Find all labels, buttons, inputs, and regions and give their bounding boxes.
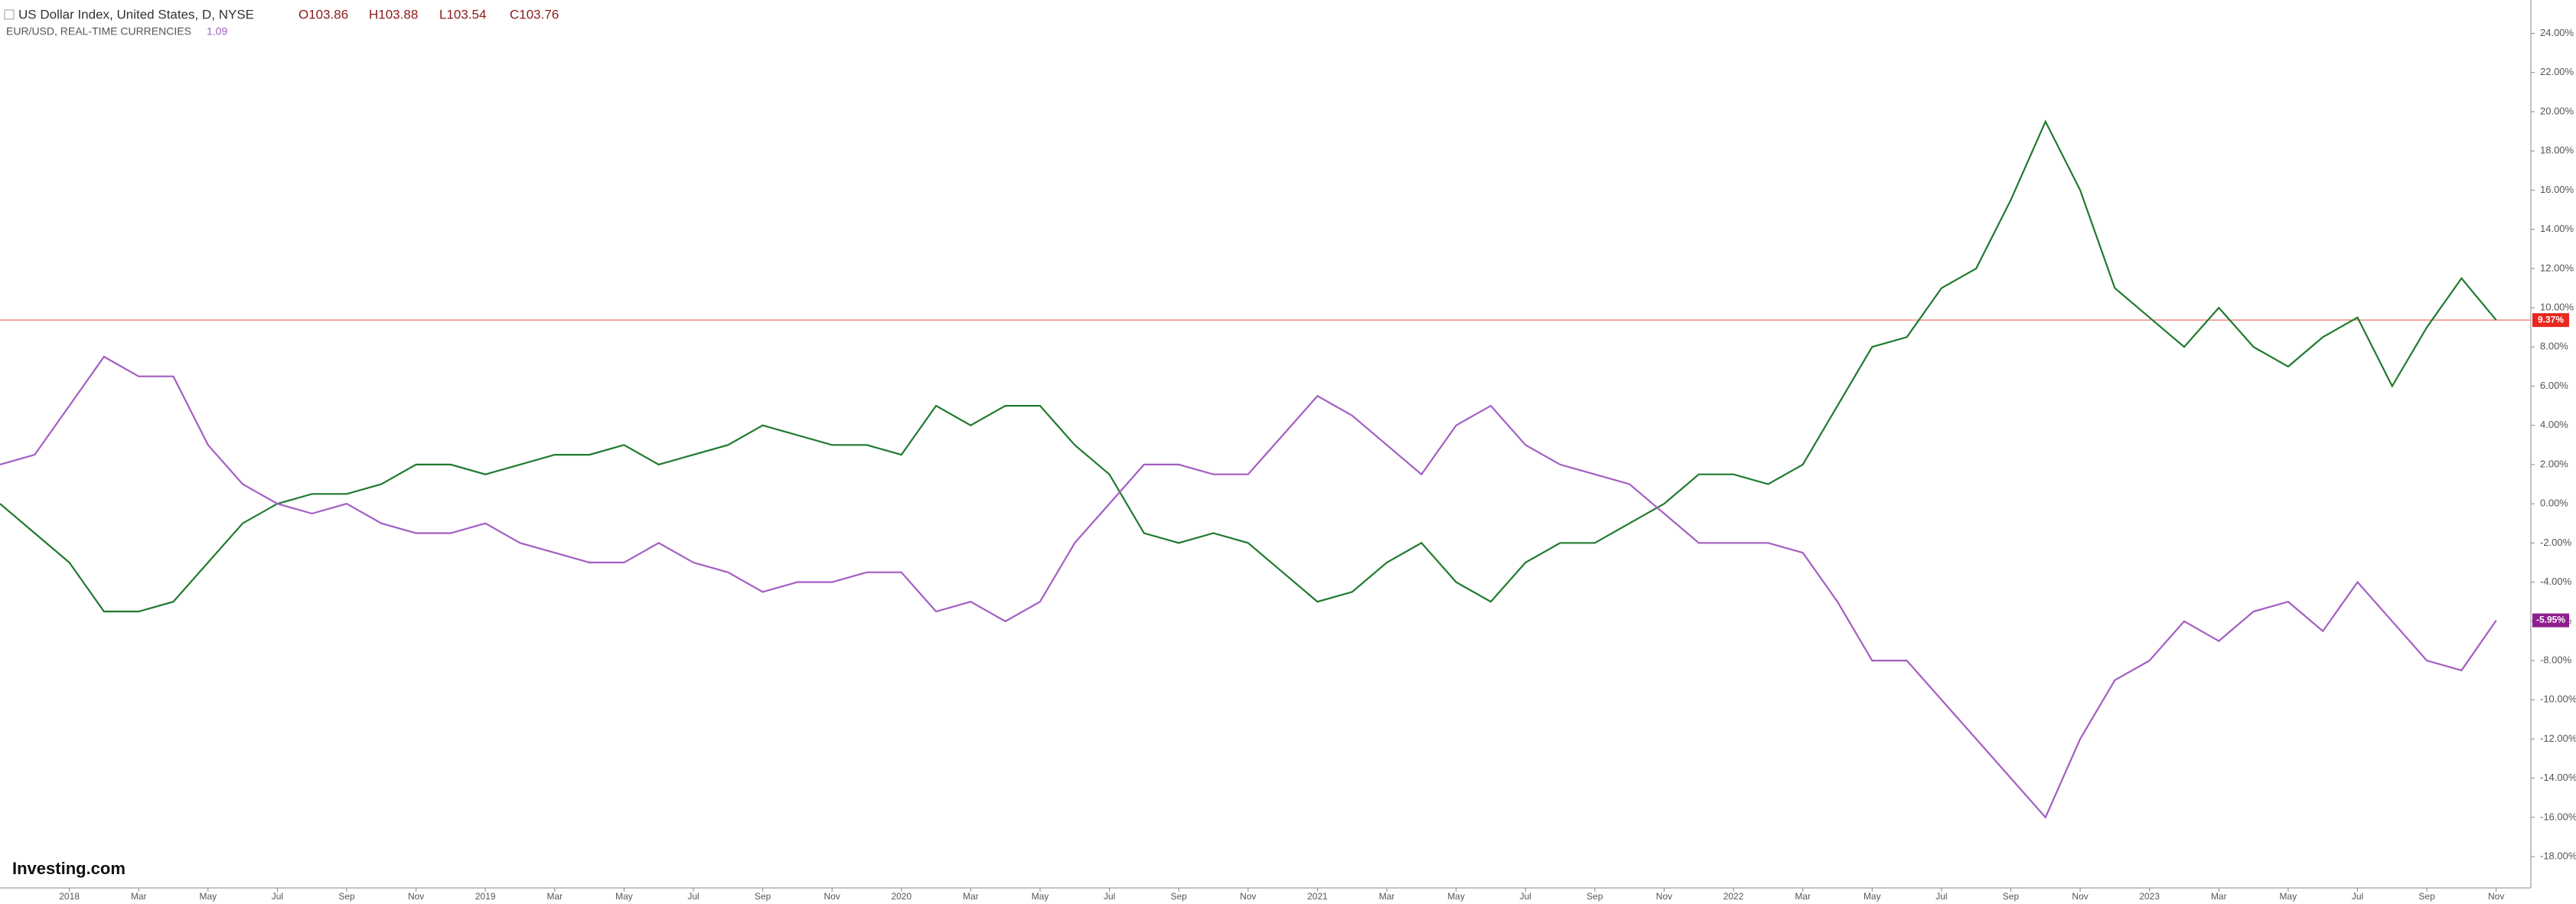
x-tick-label: Nov [1656, 891, 1672, 902]
y-tick-label: -10.00% [2540, 694, 2576, 705]
y-tick-label: -12.00% [2540, 733, 2576, 744]
x-tick-label: Sep [1586, 891, 1603, 902]
y-tick-label: 0.00% [2540, 498, 2568, 509]
x-tick-label: Mar [1795, 891, 1811, 902]
x-tick-label: Mar [131, 891, 147, 902]
y-tick-label: -4.00% [2540, 576, 2572, 587]
last-value-badge [2532, 313, 2569, 328]
last-value-badge [2532, 613, 2569, 628]
y-tick-label: 8.00% [2540, 341, 2568, 352]
x-tick-label: Nov [824, 891, 840, 902]
x-tick-label: Jul [1104, 891, 1115, 902]
x-tick-label: Jul [1935, 891, 1947, 902]
x-tick-label: 2021 [1307, 891, 1328, 902]
x-tick-label: Jul [272, 891, 283, 902]
x-tick-label: Sep [338, 891, 355, 902]
x-tick-label: Mar [2211, 891, 2227, 902]
y-tick-label: 18.00% [2540, 145, 2574, 156]
x-tick-label: Mar [963, 891, 979, 902]
x-tick-label: Sep [2003, 891, 2020, 902]
x-tick-label: Mar [546, 891, 562, 902]
ohlc-value: H103.88 [369, 7, 418, 21]
series-title: US Dollar Index, United States, D, NYSE [18, 7, 254, 21]
x-tick-label: May [615, 891, 633, 902]
compare-title: EUR/USD, REAL-TIME CURRENCIES [6, 25, 191, 38]
x-tick-label: Jul [2352, 891, 2363, 902]
y-tick-label: 22.00% [2540, 66, 2574, 77]
x-tick-label: Jul [687, 891, 699, 902]
y-tick-label: -8.00% [2540, 654, 2572, 665]
y-tick-label: 4.00% [2540, 419, 2568, 430]
last-value-label: -5.95% [2536, 615, 2565, 625]
x-tick-label: Mar [1379, 891, 1395, 902]
x-tick-label: May [1032, 891, 1049, 902]
x-tick-label: May [1447, 891, 1465, 902]
x-tick-label: 2020 [891, 891, 911, 902]
x-tick-label: Nov [408, 891, 424, 902]
x-tick-label: May [2280, 891, 2297, 902]
ohlc-value: C103.76 [510, 7, 559, 21]
x-tick-label: 2022 [1723, 891, 1744, 902]
x-tick-label: 2023 [2139, 891, 2160, 902]
y-tick-label: 24.00% [2540, 27, 2574, 38]
x-tick-label: May [1864, 891, 1881, 902]
y-tick-label: -2.00% [2540, 537, 2572, 548]
x-tick-label: Sep [755, 891, 771, 902]
y-tick-label: 16.00% [2540, 184, 2574, 195]
x-tick-label: Nov [2488, 891, 2504, 902]
x-tick-label: May [199, 891, 217, 902]
y-tick-label: 10.00% [2540, 301, 2574, 312]
x-tick-label: Nov [1240, 891, 1256, 902]
y-tick-label: 12.00% [2540, 262, 2574, 273]
y-tick-label: -16.00% [2540, 811, 2576, 822]
ohlc-value: L103.54 [439, 7, 486, 21]
ohlc-value: O103.86 [298, 7, 348, 21]
y-tick-label: -14.00% [2540, 772, 2576, 783]
x-tick-label: 2019 [475, 891, 496, 902]
y-tick-label: -18.00% [2540, 850, 2576, 861]
y-tick-label: 6.00% [2540, 380, 2568, 391]
collapse-icon[interactable] [4, 9, 15, 20]
last-value-label: 9.37% [2538, 314, 2564, 325]
ohlc-values: O103.86 H103.88 L103.54 C103.76 [298, 7, 559, 21]
y-tick-label: 20.00% [2540, 105, 2574, 116]
logo: Investing.com [12, 859, 126, 878]
compare-value: 1.09 [207, 25, 227, 38]
x-tick-label: Nov [2072, 891, 2088, 902]
x-tick-label: Sep [2418, 891, 2435, 902]
series-line [0, 355, 2497, 819]
x-tick-label: Jul [1520, 891, 1531, 902]
x-tick-label: Sep [1171, 891, 1188, 902]
y-tick-label: 2.00% [2540, 458, 2568, 469]
x-tick-label: 2018 [59, 891, 80, 902]
y-tick-label: 14.00% [2540, 223, 2574, 234]
series-line [0, 119, 2497, 612]
plot-area [0, 119, 2531, 819]
